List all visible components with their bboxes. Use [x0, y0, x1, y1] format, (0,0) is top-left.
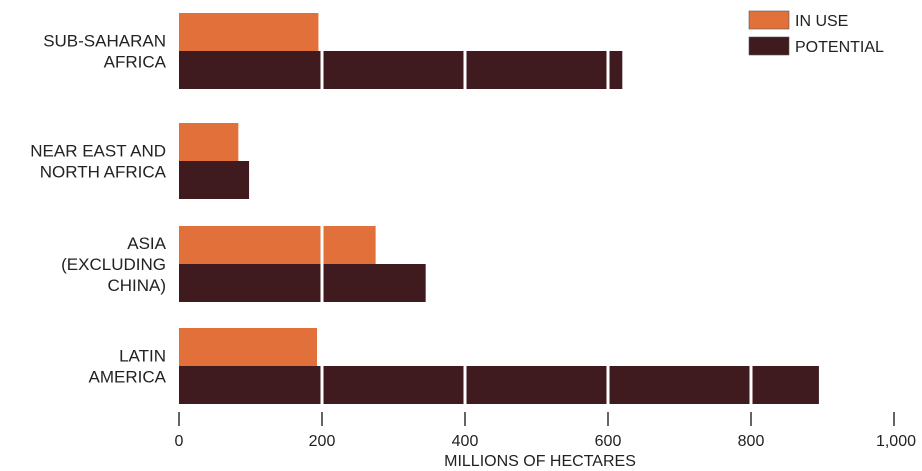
bar-divider	[320, 264, 324, 302]
bar-potential-1	[179, 161, 250, 199]
bar-divider	[320, 226, 324, 264]
bar-in-use-1	[179, 123, 239, 161]
legend: IN USE POTENTIAL	[748, 10, 884, 56]
x-tick-label: 600	[595, 433, 622, 450]
x-axis: 0 200 400 600 800 1,000	[175, 412, 916, 450]
bar-divider	[749, 366, 753, 404]
bar-potential-2	[179, 264, 426, 302]
category-label-line: (EXCLUDING	[61, 255, 166, 274]
x-tick-label: 800	[738, 433, 765, 450]
bar-in-use-3	[179, 328, 317, 366]
bar-in-use-0	[179, 13, 319, 51]
bar-divider	[463, 366, 467, 404]
bar-divider	[606, 51, 610, 89]
bar-in-use-2	[179, 226, 376, 264]
category-label-line: CHINA)	[107, 276, 166, 295]
category-label-line: LATIN	[119, 347, 166, 366]
bar-potential-0	[179, 51, 623, 89]
legend-label: IN USE	[795, 13, 848, 30]
legend-swatch-potential	[748, 36, 790, 56]
category-label-line: NEAR EAST AND	[30, 142, 166, 161]
category-label-line: ASIA	[127, 234, 166, 253]
x-tick-label: 400	[452, 433, 479, 450]
x-axis-title: MILLIONS OF HECTARES	[444, 453, 636, 470]
x-tick-label: 200	[309, 433, 336, 450]
bar-divider	[320, 51, 324, 89]
category-label-line: AFRICA	[104, 53, 167, 72]
bar-divider	[606, 366, 610, 404]
category-label-line: AMERICA	[89, 368, 167, 387]
legend-swatch-in-use	[748, 10, 790, 30]
legend-label: POTENTIAL	[795, 39, 884, 56]
category-labels: SUB-SAHARAN AFRICA NEAR EAST AND NORTH AFRI…	[30, 32, 166, 387]
bars-group	[179, 13, 819, 404]
bar-potential-3	[179, 366, 819, 404]
bar-divider	[320, 366, 324, 404]
x-tick-label: 0	[175, 433, 184, 450]
category-label-line: SUB-SAHARAN	[43, 32, 166, 51]
bar-divider	[463, 51, 467, 89]
category-label-line: NORTH AFRICA	[40, 163, 167, 182]
x-tick-label: 1,000	[876, 433, 916, 450]
